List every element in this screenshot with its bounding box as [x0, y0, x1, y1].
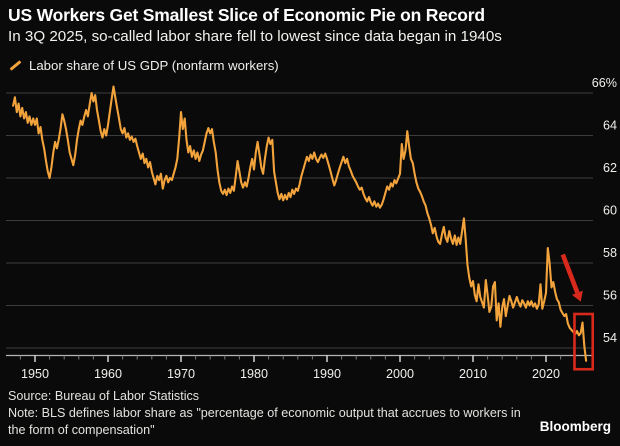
legend-label: Labor share of US GDP (nonfarm workers) [29, 58, 279, 73]
y-tick-label-54: 54 [603, 331, 617, 345]
trend-arrow-shaft [560, 253, 580, 294]
y-tick-label-58: 58 [603, 246, 617, 260]
labor-share-line [12, 85, 588, 362]
chart-subtitle: In 3Q 2025, so-called labor share fell t… [8, 28, 502, 45]
legend: Labor share of US GDP (nonfarm workers) [9, 58, 279, 73]
y-tick-label-62: 62 [603, 161, 617, 175]
legend-line-marker-icon [9, 60, 22, 71]
y-tick-label-56: 56 [603, 289, 617, 303]
source-text: Source: Bureau of Labor Statistics [8, 389, 200, 403]
x-tick-label-1950: 1950 [21, 367, 49, 381]
record-low-highlight-box [573, 312, 595, 371]
x-tick-label-1990: 1990 [313, 367, 341, 381]
footer: Source: Bureau of Labor Statistics Note:… [8, 388, 521, 438]
note-text-line2: the form of compensation" [8, 422, 155, 437]
page-title: US Workers Get Smallest Slice of Economi… [8, 5, 485, 25]
x-tick-label-2010: 2010 [459, 367, 487, 381]
trend-arrow-head-icon [571, 290, 583, 302]
x-tick-label-2000: 2000 [386, 367, 414, 381]
y-tick-label-60: 60 [603, 204, 617, 218]
x-tick-label-1980: 1980 [240, 367, 268, 381]
x-tick-label-1970: 1970 [167, 367, 195, 381]
x-tick-label-1960: 1960 [94, 367, 122, 381]
y-tick-label-66: 66% [592, 76, 617, 90]
note-text-line1: Note: BLS defines labor share as "percen… [8, 405, 521, 420]
y-tick-label-64: 64 [603, 119, 617, 133]
bloomberg-logo: Bloomberg [539, 419, 611, 434]
x-tick-label-2020: 2020 [532, 367, 560, 381]
